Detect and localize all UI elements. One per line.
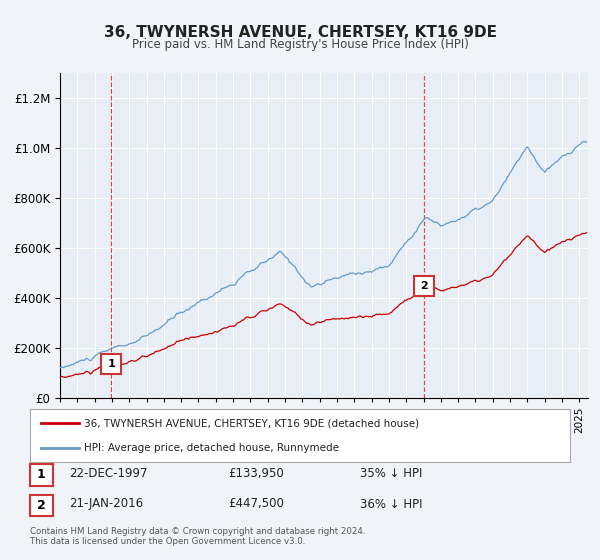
Text: 2: 2	[421, 281, 428, 291]
Text: 22-DEC-1997: 22-DEC-1997	[69, 466, 148, 480]
Text: HPI: Average price, detached house, Runnymede: HPI: Average price, detached house, Runn…	[84, 442, 339, 452]
Text: Price paid vs. HM Land Registry's House Price Index (HPI): Price paid vs. HM Land Registry's House …	[131, 38, 469, 50]
Text: 36, TWYNERSH AVENUE, CHERTSEY, KT16 9DE: 36, TWYNERSH AVENUE, CHERTSEY, KT16 9DE	[104, 25, 497, 40]
Text: 2: 2	[37, 499, 46, 512]
Text: 36% ↓ HPI: 36% ↓ HPI	[360, 497, 422, 511]
Text: 35% ↓ HPI: 35% ↓ HPI	[360, 466, 422, 480]
Text: £447,500: £447,500	[228, 497, 284, 511]
Text: £133,950: £133,950	[228, 466, 284, 480]
Text: 1: 1	[107, 359, 115, 369]
Text: 36, TWYNERSH AVENUE, CHERTSEY, KT16 9DE (detached house): 36, TWYNERSH AVENUE, CHERTSEY, KT16 9DE …	[84, 418, 419, 428]
Text: 21-JAN-2016: 21-JAN-2016	[69, 497, 143, 511]
Text: Contains HM Land Registry data © Crown copyright and database right 2024.
This d: Contains HM Land Registry data © Crown c…	[30, 526, 365, 546]
Text: 1: 1	[37, 468, 46, 482]
